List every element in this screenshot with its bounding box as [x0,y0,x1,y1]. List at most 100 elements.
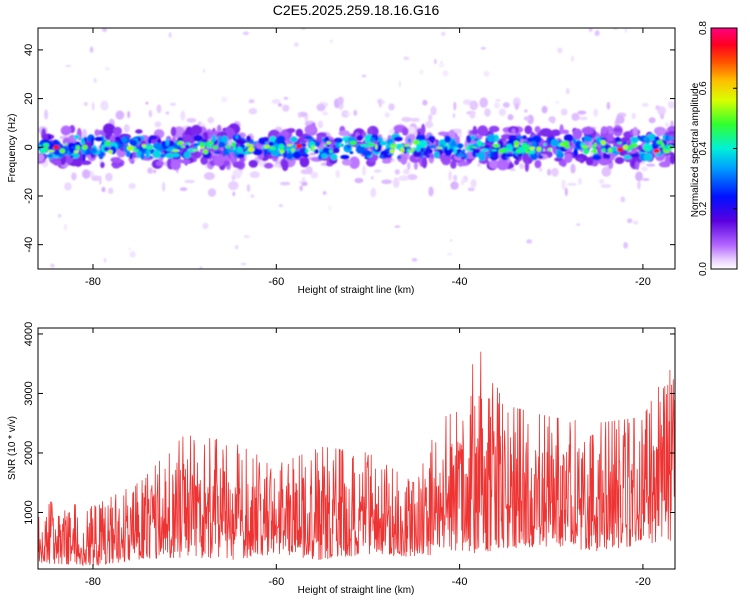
spectrogram-cell [660,113,665,120]
spectrogram-cell [614,156,625,165]
spectrogram-cell [316,103,326,112]
spectrogram-cell [486,134,495,142]
spectrogram-cell [84,136,87,143]
spectrogram-cell [637,180,641,190]
spectrogram-cell [252,148,263,156]
spectrogram-cell [180,110,186,121]
spectrogram-cell [381,159,392,164]
spectrogram-cell [203,172,215,181]
spectrogram-cell [81,144,88,150]
spectrogram-cell [42,139,50,143]
spectrogram-cell [394,169,400,175]
spectrogram-cell [70,155,74,158]
snr-y-axis-title: SNR (10 * v/v) [7,416,18,480]
spectrogram-cell [345,112,352,115]
spectrogram-cell [444,147,453,157]
spectrogram-cell [438,147,443,150]
spectrogram-cell [627,218,633,224]
spectrogram-cell [202,131,209,138]
spectrogram-cell [467,187,475,192]
spectrogram-cell [333,147,340,154]
spectrogram-cell [479,97,489,108]
spectrogram-cell [91,101,95,111]
spectrogram-cell [601,148,606,153]
spectrogram-cell [364,137,372,144]
spectrogram-cell [654,136,658,141]
spectrogram-cell [228,181,239,191]
spectrogram-cell [560,108,568,116]
spectrogram-cell [269,146,277,151]
spectrogram-cell [587,137,593,142]
spectrogram-cell [598,179,605,184]
spectrogram-cell [617,141,622,144]
spectrogram-cell [622,144,629,150]
spectrogram-cell [447,144,450,150]
spectrogram-cell [311,145,315,148]
spectrogram-y-tick-label: 0 [23,144,35,150]
spectrogram-cell [286,144,293,147]
spectrogram-cell [483,144,491,149]
spectrogram-cell [641,102,649,107]
spectrogram-cell [141,144,146,148]
spectrogram-cell [338,143,343,147]
spectrogram-cell [268,141,275,147]
spectrogram-cell [286,152,293,160]
spectrogram-cell [664,122,670,128]
spectrogram-cell [450,181,459,190]
spectrogram-cell [231,141,236,147]
spectrogram-cell [375,144,378,150]
spectrogram-cell [344,139,348,144]
spectrogram-cell [440,153,452,164]
colorbar-title: Normalized spectral amplitude [690,82,701,217]
spectrogram-cell [282,104,290,112]
spectrogram-cell [53,145,60,150]
spectrogram-cell [115,110,125,120]
spectrogram-cell [379,140,388,146]
spectrogram-cell [641,178,650,181]
spectrogram-cell [578,116,588,121]
spectrogram-cell [450,140,457,147]
spectrogram-cell [233,146,236,151]
spectrogram-cell [518,147,526,154]
snr-x-tick-label: -60 [268,576,284,588]
spectrogram-cell [477,125,489,137]
spectrogram-cell [349,151,354,155]
spectrogram-cell [42,142,50,147]
spectrogram-cell [94,129,100,137]
spectrogram-cell [242,31,249,36]
spectrogram-cell [89,148,97,154]
spectrogram-cell [403,56,410,61]
colorbar-tick-label: 0.0 [698,262,709,276]
spectrogram-cell [573,148,578,157]
spectrogram-cell [213,155,225,167]
spectrogram-cell [648,117,656,124]
spectrogram-cell [664,155,671,168]
spectrogram-cell [593,108,599,118]
spectrogram-cell [384,112,390,118]
spectrogram-cell [600,139,606,146]
spectrogram-cell [557,47,563,54]
spectrogram-cell [645,137,650,146]
spectrogram-cell [524,109,528,113]
spectrogram-cell [522,135,527,140]
spectrogram-cell [63,224,68,231]
spectrogram-cell [202,142,207,147]
spectrogram-cell [298,113,302,119]
spectrogram-cell [393,136,403,142]
spectrogram-cell [654,126,666,136]
spectrogram-cell [248,108,258,115]
spectrogram-cell [126,145,134,151]
spectrogram-cell [38,153,45,162]
spectrogram-cell [148,110,153,118]
spectrogram-cell [212,145,219,150]
spectrogram-cell [513,140,520,146]
spectrogram-cell [294,42,299,47]
spectrogram-cell [296,143,303,149]
spectrogram-cell [624,28,628,33]
spectrogram-cell [612,150,620,155]
spectrogram-cell [669,152,675,165]
snr-x-tick-label: -20 [635,576,651,588]
spectrogram-cell [491,149,497,152]
spectrogram-cell [249,171,260,179]
